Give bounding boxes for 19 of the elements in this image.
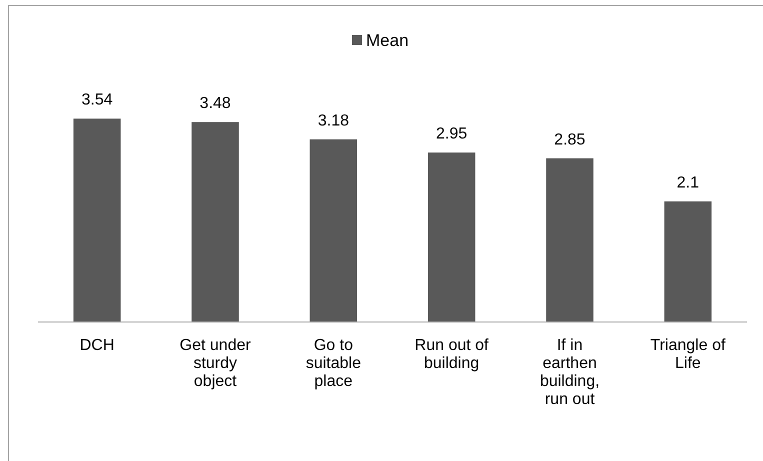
bar	[192, 122, 239, 322]
data-label: 2.95	[436, 126, 468, 143]
data-label: 3.48	[200, 95, 231, 112]
bar	[73, 118, 121, 322]
bar	[546, 158, 594, 322]
bar	[428, 152, 476, 322]
bar	[310, 139, 358, 322]
data-label: 2.1	[676, 174, 700, 192]
legend-label: Mean	[366, 31, 409, 50]
x-tick-label: Go to suitable place	[306, 337, 362, 390]
x-tick-label: DCH	[80, 337, 114, 354]
data-label: 3.18	[318, 112, 350, 130]
x-tick-label: Triangle of Life	[650, 337, 726, 372]
data-label: 2.85	[554, 131, 586, 148]
x-tick-label: Run out of building	[414, 337, 490, 372]
bar	[664, 201, 712, 322]
x-tick-label: Get under sturdy object	[180, 337, 252, 390]
data-label: 3.54	[82, 92, 113, 109]
x-tick-label: If in earthen building, run out	[540, 337, 600, 408]
